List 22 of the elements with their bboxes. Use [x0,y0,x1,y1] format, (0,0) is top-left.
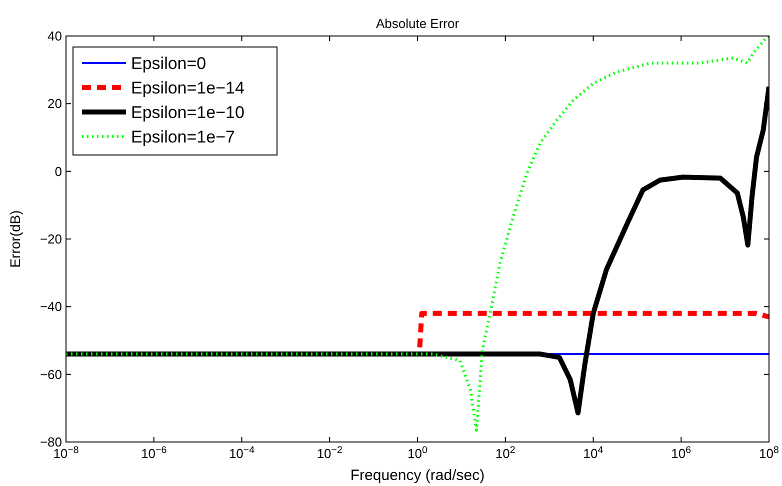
chart-title: Absolute Error [376,16,460,31]
y-tick-label: 20 [48,96,62,112]
y-tick-label: 40 [48,28,62,44]
x-tick-label: 10$^{−2}$ [316,444,342,461]
legend-label: Epsilon=1e−7 [131,128,235,146]
legend-label: Epsilon=0 [131,54,206,73]
y-tick-label: −40 [40,299,62,314]
y-tick-label: −80 [40,434,62,450]
x-tick-label: 10$^{2}$ [495,444,516,461]
y-tick-label: 0 [54,164,62,179]
legend-label: Epsilon=1e−10 [131,103,244,122]
x-tick-label: 10$^{6}$ [671,444,692,461]
x-tick-label: 10$^{0}$ [408,444,428,461]
x-axis-title: Frequency (rad/sec) [350,467,485,484]
x-tick-label: 10$^{8}$ [759,444,779,461]
x-tick-label: 10$^{4}$ [583,444,604,461]
y-tick-label: −60 [40,366,62,382]
x-tick-label: 10$^{−4}$ [228,444,256,461]
y-tick-label: −20 [40,232,62,246]
legend-label: Epsilon=1e−14 [131,78,244,98]
y-axis-title: Error(dB) [7,210,23,268]
x-tick-label: 10$^{−6}$ [141,444,167,461]
